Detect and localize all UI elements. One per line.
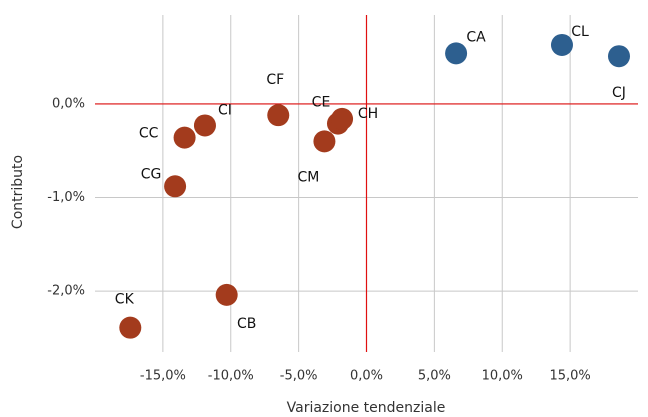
point — [550, 33, 573, 56]
point-label: CB — [237, 316, 256, 332]
x-tick-label: 5,0% — [418, 369, 451, 384]
point-label: CJ — [612, 85, 626, 101]
point — [119, 316, 142, 339]
y-tick-label: -1,0% — [47, 190, 85, 205]
point-label: CL — [571, 24, 589, 40]
point — [193, 114, 216, 137]
point — [164, 175, 187, 198]
point — [331, 107, 354, 130]
point-label: CF — [266, 72, 284, 88]
x-tick-label: -10,0% — [208, 369, 254, 384]
x-axis-label: Variazione tendenziale — [287, 400, 446, 416]
point-label: CA — [466, 29, 486, 45]
x-tick-label: 0,0% — [350, 369, 383, 384]
point-label: CM — [297, 169, 319, 185]
point-label: CH — [358, 106, 378, 122]
point-label: CC — [139, 126, 159, 142]
point — [313, 130, 336, 153]
y-axis-label: Contributo — [10, 155, 26, 229]
x-tick-label: -15,0% — [140, 369, 186, 384]
point — [445, 42, 468, 65]
point-label: CI — [218, 102, 232, 118]
point-label: CG — [141, 166, 162, 182]
point-label: CK — [115, 292, 135, 308]
y-tick-label: 0,0% — [52, 96, 85, 111]
point-label: CE — [312, 95, 331, 111]
point — [607, 45, 630, 68]
x-tick-label: 15,0% — [549, 369, 590, 384]
y-tick-label: -2,0% — [47, 284, 85, 299]
point — [215, 283, 238, 306]
x-tick-label: 10,0% — [482, 369, 523, 384]
point — [173, 126, 196, 149]
point — [267, 104, 290, 127]
x-tick-label: -5,0% — [280, 369, 318, 384]
